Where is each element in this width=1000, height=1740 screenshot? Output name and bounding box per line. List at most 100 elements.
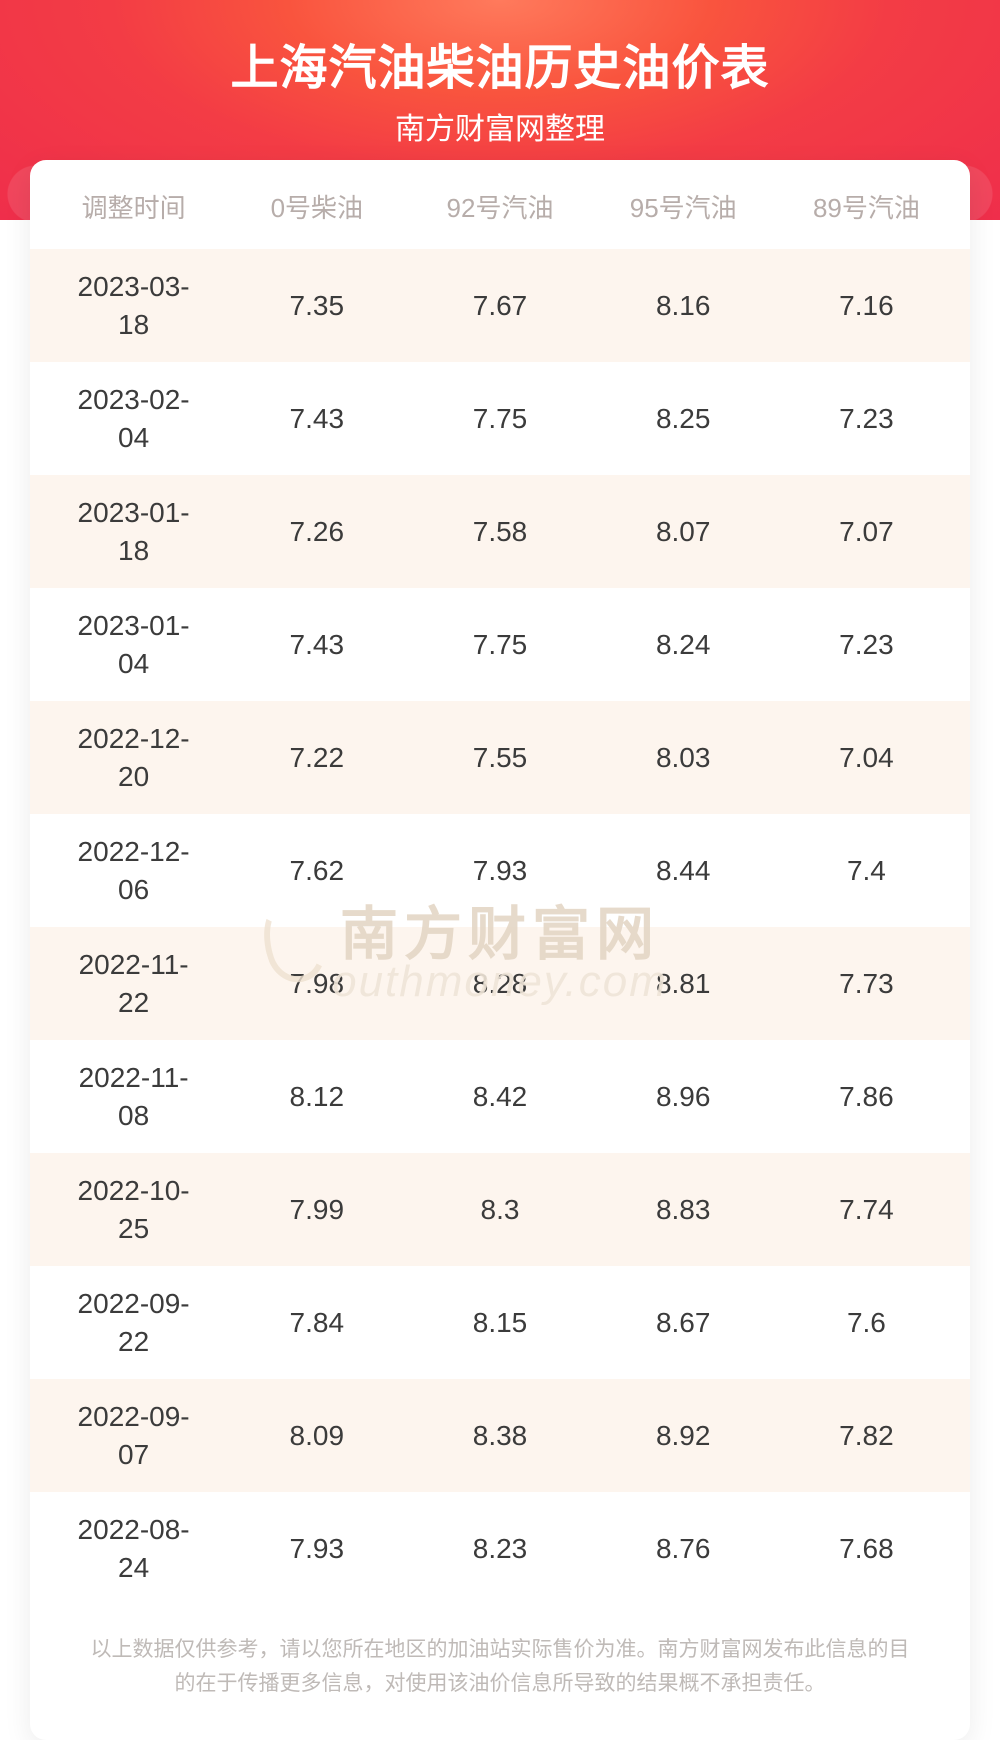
table-row: 2023-03- 18 7.357.678.167.16 <box>30 249 970 362</box>
cell-value: 7.55 <box>408 742 591 774</box>
cell-date: 2023-01- 18 <box>42 494 225 570</box>
table-row: 2022-08- 24 7.938.238.767.68 <box>30 1492 970 1605</box>
cell-date: 2022-12- 06 <box>42 833 225 909</box>
cell-date-line2: 04 <box>118 648 149 679</box>
page-subtitle: 南方财富网整理 <box>0 104 1000 148</box>
col-header-gas89: 89号汽油 <box>775 188 958 225</box>
cell-value: 8.28 <box>408 968 591 1000</box>
cell-value: 8.23 <box>408 1533 591 1565</box>
cell-value: 7.22 <box>225 742 408 774</box>
cell-date-line2: 18 <box>118 535 149 566</box>
table-row: 2022-12-207.227.558.037.04 <box>30 701 970 814</box>
cell-value: 7.07 <box>775 516 958 548</box>
cell-date: 2022-09- 07 <box>42 1398 225 1474</box>
cell-value: 8.42 <box>408 1081 591 1113</box>
cell-value: 7.86 <box>775 1081 958 1113</box>
cell-value: 7.67 <box>408 290 591 322</box>
cell-value: 8.09 <box>225 1420 408 1452</box>
cell-value: 8.83 <box>592 1194 775 1226</box>
price-table-card: 调整时间 0号柴油 92号汽油 95号汽油 89号汽油 2023-03- 18 7.… <box>30 160 970 1740</box>
cell-value: 7.75 <box>408 629 591 661</box>
cell-value: 8.16 <box>592 290 775 322</box>
cell-date-line1: 2022-12- <box>78 836 190 867</box>
cell-value: 8.25 <box>592 403 775 435</box>
cell-value: 7.6 <box>775 1307 958 1339</box>
cell-date-line1: 2022-10- <box>78 1175 190 1206</box>
cell-value: 8.12 <box>225 1081 408 1113</box>
cell-value: 8.15 <box>408 1307 591 1339</box>
cell-date: 2023-03- 18 <box>42 268 225 344</box>
cell-date-line1: 2022-08- <box>78 1514 190 1545</box>
cell-value: 7.98 <box>225 968 408 1000</box>
cell-date: 2023-01- 04 <box>42 607 225 683</box>
table-body: 2023-03-187.357.678.167.162023-02-047.43… <box>30 249 970 1605</box>
cell-value: 7.93 <box>408 855 591 887</box>
cell-date-line1: 2023-03- <box>78 271 190 302</box>
table-row: 2023-01-187.267.588.077.07 <box>30 475 970 588</box>
cell-value: 7.73 <box>775 968 958 1000</box>
page-title: 上海汽油柴油历史油价表 <box>0 28 1000 98</box>
table-row: 2022-09- 22 7.848.158.677.6 <box>30 1266 970 1379</box>
cell-value: 7.23 <box>775 629 958 661</box>
cell-value: 8.07 <box>592 516 775 548</box>
cell-date-line1: 2022-11- <box>79 1062 189 1093</box>
cell-date-line2: 18 <box>118 309 149 340</box>
cell-value: 7.62 <box>225 855 408 887</box>
cell-date-line1: 2022-11- <box>79 949 189 980</box>
table-row: 2022-10-257.998.38.837.74 <box>30 1153 970 1266</box>
disclaimer-text: 以上数据仅供参考，请以您所在地区的加油站实际售价为准。南方财富网发布此信息的目的… <box>30 1605 970 1700</box>
col-header-diesel0: 0号柴油 <box>225 188 408 225</box>
cell-value: 8.76 <box>592 1533 775 1565</box>
cell-date-line2: 24 <box>118 1552 149 1583</box>
cell-value: 7.04 <box>775 742 958 774</box>
cell-date: 2022-11- 22 <box>42 946 225 1022</box>
table-row: 2022-11- 08 8.128.428.967.86 <box>30 1040 970 1153</box>
table-row: 2022-12- 06 7.627.938.447.4 <box>30 814 970 927</box>
table-row: 2022-09- 07 8.098.388.927.82 <box>30 1379 970 1492</box>
cell-value: 8.81 <box>592 968 775 1000</box>
cell-value: 8.96 <box>592 1081 775 1113</box>
cell-value: 7.84 <box>225 1307 408 1339</box>
table-row: 2023-01- 04 7.437.758.247.23 <box>30 588 970 701</box>
cell-value: 7.93 <box>225 1533 408 1565</box>
cell-value: 7.23 <box>775 403 958 435</box>
cell-date-line1: 2022-09- <box>78 1288 190 1319</box>
cell-date-line2: 22 <box>118 987 149 1018</box>
cell-value: 8.38 <box>408 1420 591 1452</box>
cell-date-line2: 04 <box>118 422 149 453</box>
cell-value: 8.3 <box>408 1194 591 1226</box>
cell-value: 7.16 <box>775 290 958 322</box>
cell-date-line2: 25 <box>118 1213 149 1244</box>
cell-date: 2022-10- 25 <box>42 1172 225 1248</box>
cell-date-line1: 2022-09- <box>78 1401 190 1432</box>
table-row: 2022-11- 22 7.988.288.817.73 <box>30 927 970 1040</box>
cell-date-line1: 2023-01- <box>78 497 190 528</box>
cell-value: 7.82 <box>775 1420 958 1452</box>
cell-date-line2: 08 <box>118 1100 149 1131</box>
cell-value: 7.35 <box>225 290 408 322</box>
cell-value: 7.43 <box>225 403 408 435</box>
cell-date: 2022-09- 22 <box>42 1285 225 1361</box>
cell-date: 2022-11- 08 <box>42 1059 225 1135</box>
cell-value: 8.03 <box>592 742 775 774</box>
cell-date-line1: 2023-01- <box>78 610 190 641</box>
cell-date-line2: 07 <box>118 1439 149 1470</box>
cell-date: 2022-12-20 <box>42 720 225 796</box>
col-header-date: 调整时间 <box>42 188 225 225</box>
cell-date: 2023-02-04 <box>42 381 225 457</box>
cell-date-line2: 06 <box>118 874 149 905</box>
cell-value: 8.44 <box>592 855 775 887</box>
cell-value: 7.26 <box>225 516 408 548</box>
cell-value: 7.75 <box>408 403 591 435</box>
cell-date-line2: 20 <box>118 761 149 792</box>
cell-value: 8.24 <box>592 629 775 661</box>
table-header-row: 调整时间 0号柴油 92号汽油 95号汽油 89号汽油 <box>30 160 970 249</box>
table-row: 2023-02-047.437.758.257.23 <box>30 362 970 475</box>
cell-value: 7.4 <box>775 855 958 887</box>
cell-value: 8.67 <box>592 1307 775 1339</box>
cell-value: 7.43 <box>225 629 408 661</box>
col-header-gas92: 92号汽油 <box>408 188 591 225</box>
cell-value: 8.92 <box>592 1420 775 1452</box>
cell-value: 7.68 <box>775 1533 958 1565</box>
cell-date-line2: 22 <box>118 1326 149 1357</box>
